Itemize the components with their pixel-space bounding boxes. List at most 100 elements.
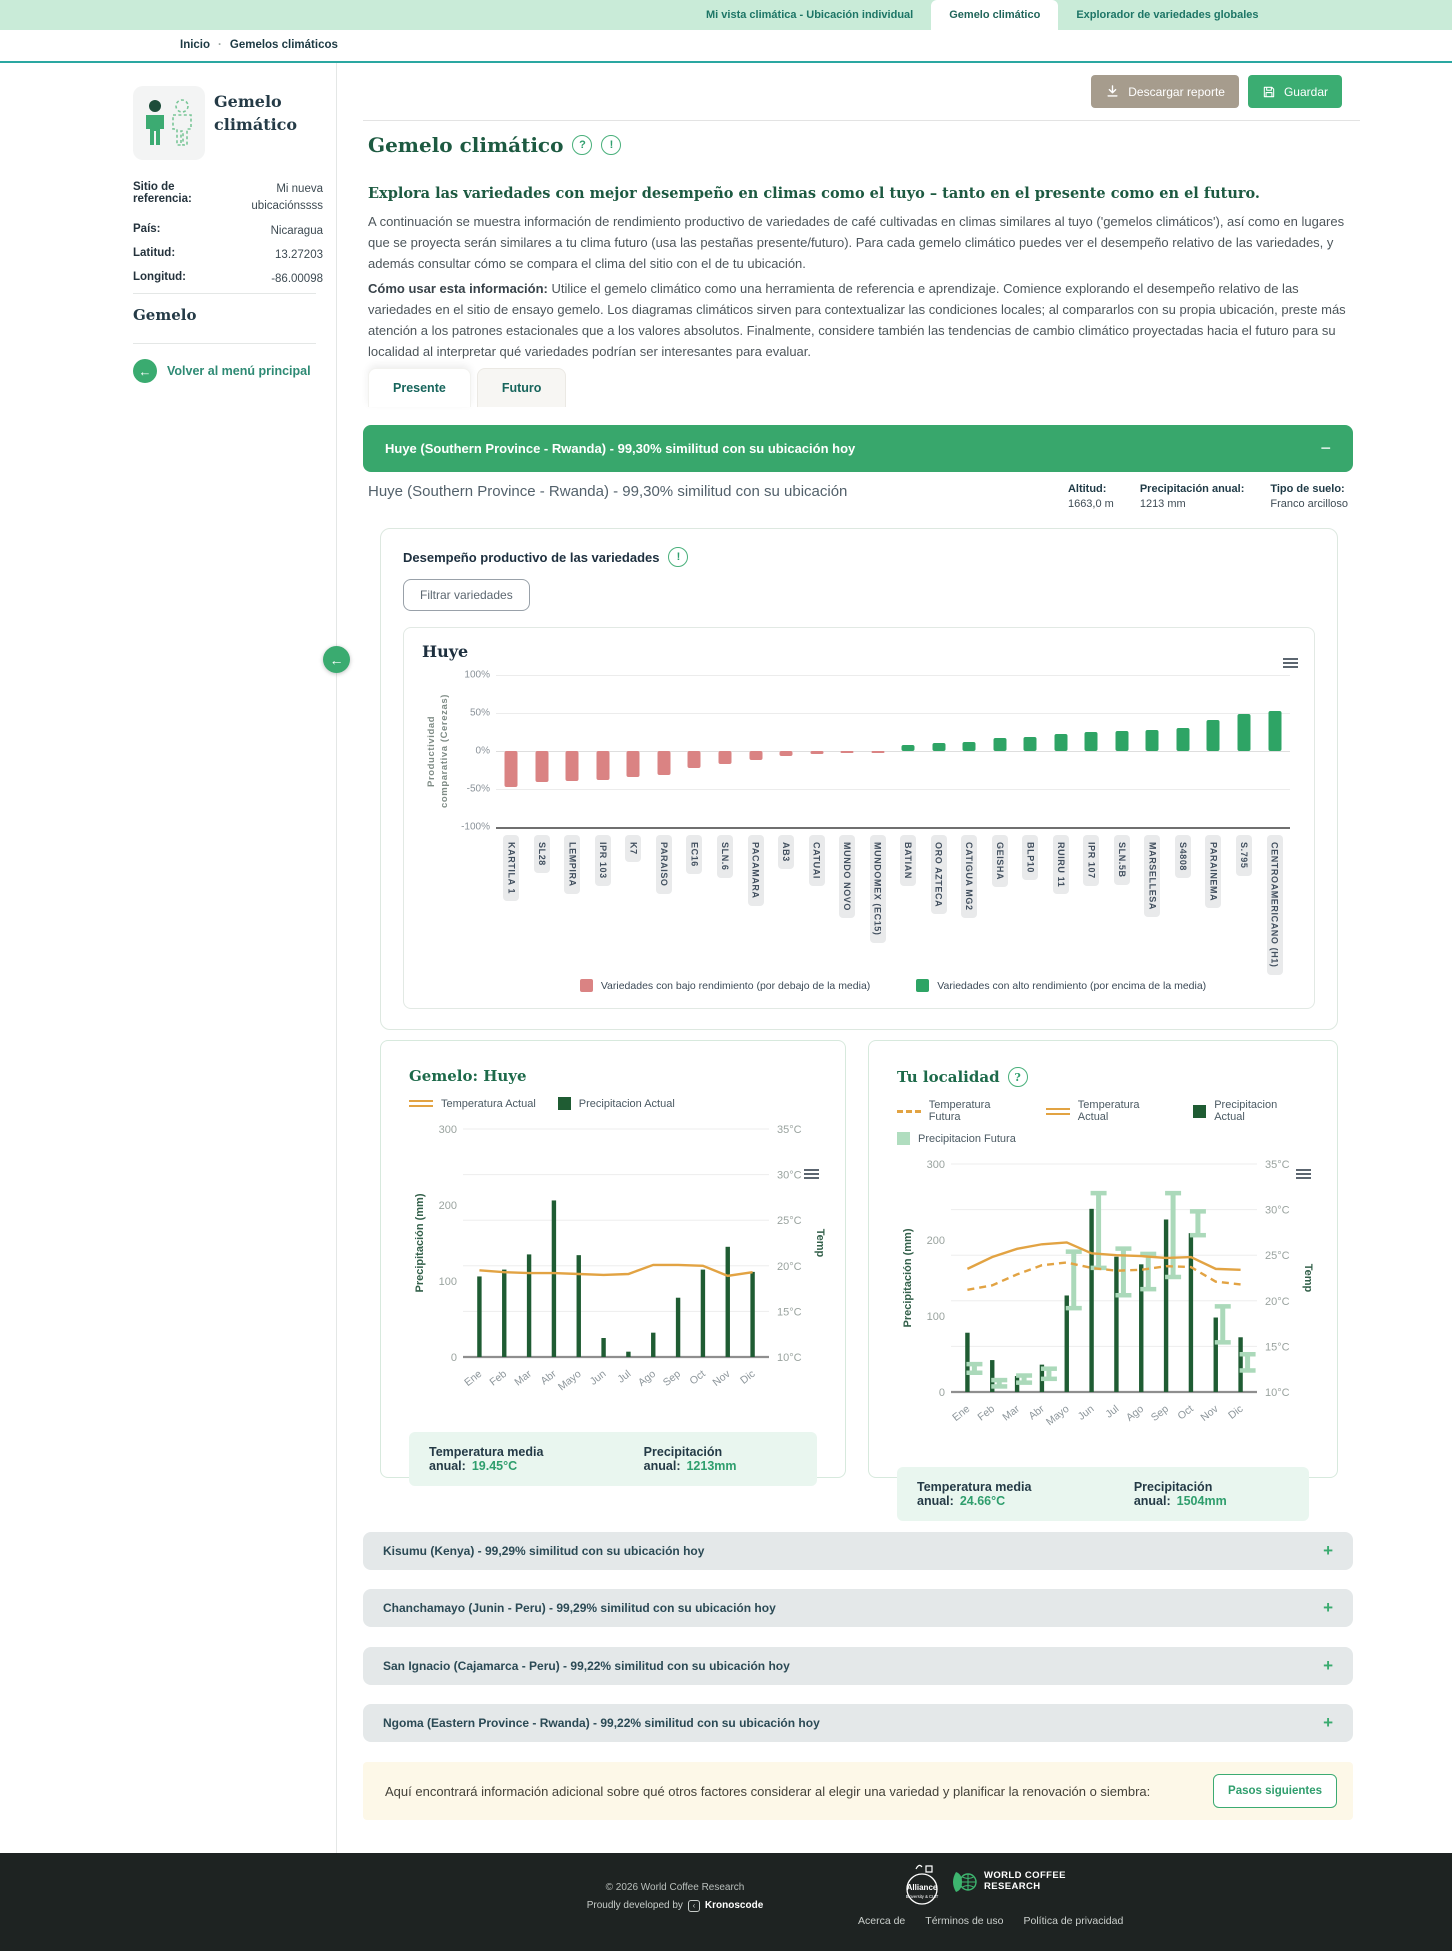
bar-column xyxy=(832,675,863,827)
accordion-collapsed[interactable]: Ngoma (Eastern Province - Rwanda) - 99,2… xyxy=(363,1704,1353,1742)
chart-menu-icon[interactable] xyxy=(1283,658,1298,670)
site-info-item: Altitud: 1663,0 m xyxy=(1068,483,1114,510)
bar xyxy=(1054,734,1068,751)
nav-tab-gemelo-clim-tico[interactable]: Gemelo climático xyxy=(931,0,1059,30)
site-info-value: Franco arcilloso xyxy=(1270,498,1348,510)
sidebar-title: Gemelo climático xyxy=(214,92,298,135)
label-column: KARTILA 1 xyxy=(496,835,527,971)
svg-text:0: 0 xyxy=(939,1387,945,1399)
site-info: Altitud: 1663,0 m Precipitación anual: 1213… xyxy=(1068,483,1348,510)
filter-varieties-button[interactable]: Filtrar variedades xyxy=(403,579,530,611)
developer-name[interactable]: Kronoscode xyxy=(704,1900,764,1911)
breadcrumb-current[interactable]: Gemelos climáticos xyxy=(229,39,338,51)
expand-icon[interactable]: + xyxy=(1323,1656,1333,1675)
bar-column xyxy=(1229,675,1260,827)
variety-label: LEMPIRA xyxy=(564,835,581,894)
expand-icon[interactable]: + xyxy=(1323,1713,1333,1732)
svg-text:300: 300 xyxy=(439,1124,457,1136)
next-steps-button[interactable]: Pasos siguientes xyxy=(1213,1774,1337,1808)
site-info-item: Precipitación anual: 1213 mm xyxy=(1140,483,1245,510)
site-heading: Huye (Southern Province - Rwanda) - 99,3… xyxy=(368,483,848,500)
gridline xyxy=(496,675,1290,676)
svg-text:Oct: Oct xyxy=(1175,1403,1195,1423)
nav-tab-explorador-de-variedades-globales[interactable]: Explorador de variedades globales xyxy=(1076,9,1259,21)
variety-label: CATUAI xyxy=(808,835,825,886)
alert-icon[interactable]: ! xyxy=(601,135,622,155)
bar xyxy=(1176,728,1190,751)
intro-paragraph: A continuación se muestra información de… xyxy=(368,214,1345,272)
bar-column xyxy=(496,675,527,827)
nav-tabs: Mi vista climática - Ubicación individua… xyxy=(688,0,1277,30)
wcr-icon xyxy=(953,1872,977,1892)
accordion-huye-expanded[interactable]: Huye (Southern Province - Rwanda) - 99,3… xyxy=(363,425,1353,472)
bar-column xyxy=(801,675,832,827)
accordion-title: Kisumu (Kenya) - 99,29% similitud con su… xyxy=(383,1544,705,1558)
legend-label: Precipitacion Futura xyxy=(918,1132,1016,1145)
expand-icon[interactable]: + xyxy=(1323,1541,1333,1560)
svg-text:Sep: Sep xyxy=(661,1368,683,1389)
variety-label: MUNDOMEX (EC15) xyxy=(869,835,886,943)
svg-text:Ago: Ago xyxy=(1124,1403,1146,1424)
help-icon[interactable]: ? xyxy=(1007,1067,1028,1087)
footer-link[interactable]: Política de privacidad xyxy=(1023,1915,1124,1927)
chart-menu-icon[interactable] xyxy=(804,1169,819,1181)
legend-item: Precipitacion Futura xyxy=(897,1132,1016,1145)
svg-text:15°C: 15°C xyxy=(1265,1341,1290,1353)
sidebar-divider xyxy=(133,293,316,294)
breadcrumb-home[interactable]: Inicio xyxy=(180,39,211,51)
label-column: SLN.6 xyxy=(710,835,741,971)
accordion-collapsed[interactable]: San Ignacio (Cajamarca - Peru) - 99,22% … xyxy=(363,1647,1353,1685)
variety-label: IPR 107 xyxy=(1083,835,1100,886)
footer-link[interactable]: Acerca de xyxy=(858,1915,906,1927)
save-button[interactable]: Guardar xyxy=(1247,75,1342,108)
help-icon[interactable]: ? xyxy=(572,135,593,155)
svg-text:Precipitación (mm): Precipitación (mm) xyxy=(414,1193,426,1292)
svg-text:Mar: Mar xyxy=(512,1368,534,1389)
collapse-sidebar-button[interactable]: ← xyxy=(323,646,350,673)
back-to-main-menu-link[interactable]: ← Volver al menú principal xyxy=(133,359,311,383)
legend-item: Temperatura Actual xyxy=(409,1097,536,1110)
legend-row: Temperatura Actual Precipitacion Actual xyxy=(409,1097,817,1110)
legend-item: Precipitacion Actual xyxy=(557,1097,675,1110)
gridline xyxy=(496,713,1290,714)
variety-chart-title: Huye xyxy=(422,642,469,661)
bar-column xyxy=(985,675,1016,827)
legend-swatch-sqd xyxy=(1193,1104,1207,1118)
next-steps-note: Aquí encontrará información adicional so… xyxy=(363,1762,1353,1820)
label-column: EC16 xyxy=(679,835,710,971)
legend-item: Precipitacion Actual xyxy=(1193,1099,1309,1123)
avg-temp-label: Temperatura media anual: xyxy=(429,1445,544,1473)
svg-text:20°C: 20°C xyxy=(777,1261,802,1273)
accordion-collapsed[interactable]: Chanchamayo (Junin - Peru) - 99,29% simi… xyxy=(363,1589,1353,1627)
variety-label: AB3 xyxy=(778,835,795,869)
svg-text:Mayo: Mayo xyxy=(556,1368,584,1393)
tab-futuro[interactable]: Futuro xyxy=(476,368,567,407)
download-icon xyxy=(1107,85,1118,97)
download-report-button[interactable]: Descargar reporte xyxy=(1091,75,1239,108)
collapse-icon[interactable]: − xyxy=(1320,438,1331,458)
alert-icon[interactable]: ! xyxy=(668,547,689,567)
svg-text:Temp: Temp xyxy=(814,1229,825,1258)
accordion-collapsed[interactable]: Kisumu (Kenya) - 99,29% similitud con su… xyxy=(363,1532,1353,1570)
label-column: MUNDO NOVO xyxy=(832,835,863,971)
sidebar-detail-row: Sitio de referencia: Mi nueva ubicaciónss… xyxy=(133,181,323,216)
sidebar-detail-row: País: Nicaragua xyxy=(133,223,323,240)
howto-paragraph: Cómo usar esta información: Utilice el g… xyxy=(368,278,1353,362)
nav-tab-mi-vista-clim-tica-ubicaci-n-individual[interactable]: Mi vista climática - Ubicación individua… xyxy=(706,9,914,21)
tab-presente[interactable]: Presente xyxy=(368,368,471,407)
bar xyxy=(932,742,946,751)
svg-text:Ago: Ago xyxy=(636,1368,658,1389)
expand-icon[interactable]: + xyxy=(1323,1598,1333,1617)
footer-link[interactable]: Términos de uso xyxy=(925,1915,1004,1927)
detail-label: Longitud: xyxy=(133,271,187,283)
legend-label: Variedades con bajo rendimiento (por deb… xyxy=(600,979,871,992)
bar xyxy=(626,751,640,777)
legend-item: Temperatura Actual xyxy=(1046,1099,1171,1123)
download-report-label: Descargar reporte xyxy=(1128,84,1225,99)
legend-swatch-sqd xyxy=(557,1097,571,1110)
chart-menu-icon[interactable] xyxy=(1296,1169,1311,1181)
world-coffee-research-logo: WORLD COFFEE RESEARCH xyxy=(952,1869,1066,1895)
svg-text:25°C: 25°C xyxy=(777,1215,802,1227)
sidebar-detail-row: Longitud: -86.00098 xyxy=(133,271,323,288)
howto-lead: Cómo usar esta información: xyxy=(368,281,548,296)
